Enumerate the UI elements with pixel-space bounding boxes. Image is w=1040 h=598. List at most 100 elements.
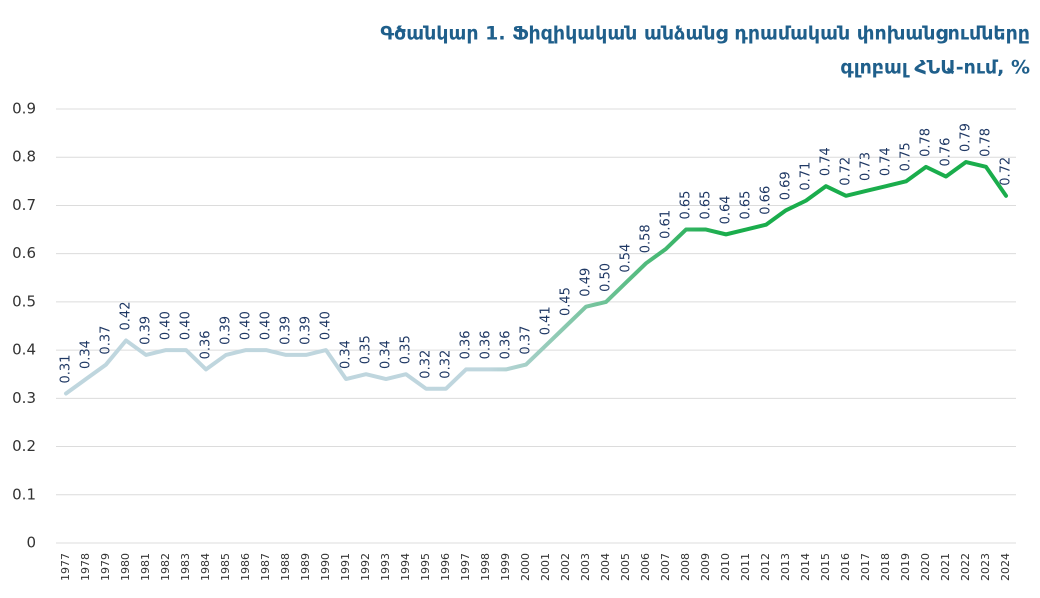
data-label: 0.79 [959, 123, 974, 152]
x-tick-label: 2017 [859, 553, 872, 581]
data-label: 0.78 [919, 128, 934, 157]
x-tick-label: 2002 [559, 553, 572, 581]
y-tick-label: 0.1 [12, 485, 36, 503]
data-label: 0.41 [539, 306, 554, 335]
x-tick-label: 2011 [739, 553, 752, 581]
data-label: 0.75 [899, 142, 914, 171]
data-label: 0.45 [559, 287, 574, 316]
line [64, 160, 1008, 396]
x-tick-label: 2003 [579, 553, 592, 581]
x-tick-label: 1995 [419, 553, 432, 581]
data-label: 0.35 [399, 335, 414, 364]
x-tick-label: 1999 [499, 553, 512, 581]
data-label: 0.61 [659, 210, 674, 239]
y-tick-label: 0.5 [12, 292, 36, 310]
x-tick-label: 2020 [919, 553, 932, 581]
y-tick-label: 0.9 [12, 100, 36, 118]
x-tick-label: 1985 [219, 553, 232, 581]
x-tick-label: 2021 [939, 553, 952, 581]
data-label: 0.39 [139, 316, 154, 345]
x-tick-label: 1978 [79, 553, 92, 581]
data-label: 0.65 [699, 191, 714, 220]
data-label: 0.71 [799, 162, 814, 191]
data-label: 0.54 [619, 244, 634, 273]
data-label: 0.76 [939, 138, 954, 167]
x-tick-label: 2024 [999, 553, 1012, 581]
x-tick-label: 2007 [659, 553, 672, 581]
y-tick-label: 0.4 [12, 341, 36, 359]
data-label: 0.35 [359, 335, 374, 364]
x-tick-label: 1996 [439, 553, 452, 581]
data-label: 0.50 [599, 263, 614, 292]
data-label: 0.65 [679, 191, 694, 220]
chart-title: գլոբալ ՀՆԱ-ում, % [840, 57, 1030, 79]
data-label: 0.39 [279, 316, 294, 345]
data-label: 0.78 [979, 128, 994, 157]
data-label: 0.40 [319, 311, 334, 340]
x-tick-label: 1993 [379, 553, 392, 581]
x-tick-label: 2000 [519, 553, 532, 581]
data-label: 0.69 [779, 171, 794, 200]
x-tick-label: 1983 [179, 553, 192, 581]
data-label: 0.36 [199, 330, 214, 359]
x-tick-label: 1992 [359, 553, 372, 581]
x-tick-label: 1986 [239, 553, 252, 581]
x-tick-label: 1977 [59, 553, 72, 581]
data-label: 0.40 [239, 311, 254, 340]
data-label: 0.72 [999, 157, 1014, 186]
data-label: 0.34 [339, 340, 354, 369]
x-tick-label: 1982 [159, 553, 172, 581]
data-label: 0.34 [379, 340, 394, 369]
x-tick-label: 2005 [619, 553, 632, 581]
data-label: 0.49 [579, 268, 594, 297]
x-tick-label: 1998 [479, 553, 492, 581]
data-label: 0.37 [99, 326, 114, 355]
x-tick-label: 2014 [799, 553, 812, 581]
data-label: 0.40 [159, 311, 174, 340]
x-tick-label: 1994 [399, 553, 412, 581]
data-label: 0.74 [819, 147, 834, 176]
data-label: 0.34 [79, 340, 94, 369]
data-label: 0.36 [479, 330, 494, 359]
x-tick-label: 2023 [979, 553, 992, 581]
y-tick-label: 0.7 [12, 196, 36, 214]
data-label: 0.66 [759, 186, 774, 215]
x-tick-label: 2022 [959, 553, 972, 581]
x-tick-label: 1990 [319, 553, 332, 581]
data-label: 0.31 [59, 355, 74, 384]
x-tick-label: 2015 [819, 553, 832, 581]
x-tick-label: 2009 [699, 553, 712, 581]
data-label: 0.65 [739, 191, 754, 220]
x-tick-label: 1981 [139, 553, 152, 581]
data-label: 0.42 [119, 302, 134, 331]
x-tick-label: 1979 [99, 553, 112, 581]
data-label: 0.32 [439, 350, 454, 379]
x-tick-label: 1984 [199, 553, 212, 581]
data-label: 0.37 [519, 326, 534, 355]
x-tick-label: 2012 [759, 553, 772, 581]
data-label: 0.72 [839, 157, 854, 186]
y-tick-label: 0.2 [12, 437, 36, 455]
data-label: 0.73 [859, 152, 874, 181]
data-label: 0.64 [719, 195, 734, 224]
data-label: 0.39 [219, 316, 234, 345]
y-tick-label: 0 [26, 534, 36, 552]
data-label: 0.74 [879, 147, 894, 176]
x-tick-label: 1991 [339, 553, 352, 581]
y-tick-label: 0.8 [12, 148, 36, 166]
y-tick-label: 0.3 [12, 389, 36, 407]
y-tick-label: 0.6 [12, 244, 36, 262]
x-tick-label: 2004 [599, 553, 612, 581]
data-label: 0.36 [459, 330, 474, 359]
x-tick-label: 2006 [639, 553, 652, 581]
x-tick-label: 1989 [299, 553, 312, 581]
data-label: 0.40 [259, 311, 274, 340]
x-tick-label: 2016 [839, 553, 852, 581]
data-label: 0.36 [499, 330, 514, 359]
x-tick-label: 2001 [539, 553, 552, 581]
data-label: 0.58 [639, 224, 654, 253]
x-tick-label: 1988 [279, 553, 292, 581]
data-label: 0.39 [299, 316, 314, 345]
